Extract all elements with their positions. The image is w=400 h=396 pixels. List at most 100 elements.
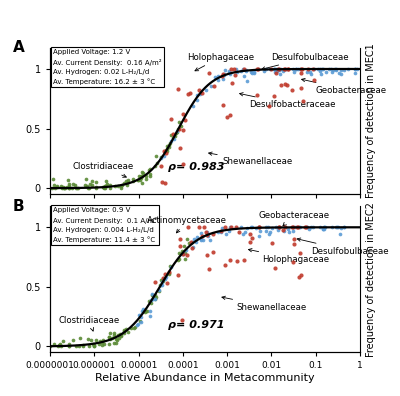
Point: [160, 278, 166, 284]
Point: [112, 183, 118, 189]
Point: [256, 224, 262, 230]
Point: [138, 173, 144, 179]
Point: [167, 140, 173, 146]
Point: [304, 69, 310, 75]
Point: [91, 342, 98, 348]
Point: [114, 332, 121, 338]
Point: [168, 131, 174, 138]
Point: [170, 135, 176, 141]
Point: [96, 341, 102, 347]
Point: [272, 66, 278, 72]
Point: [255, 233, 262, 239]
Point: [184, 91, 191, 97]
Point: [316, 68, 323, 74]
Point: [266, 66, 273, 72]
Point: [289, 87, 295, 93]
Point: [297, 66, 303, 72]
Point: [272, 69, 278, 75]
Point: [340, 67, 347, 74]
Point: [159, 279, 165, 286]
Point: [114, 337, 120, 343]
Point: [194, 97, 200, 103]
Point: [107, 335, 114, 342]
Point: [88, 337, 94, 343]
Point: [281, 227, 288, 234]
Point: [93, 184, 100, 190]
Point: [164, 148, 170, 154]
Point: [202, 87, 209, 93]
Point: [189, 245, 196, 251]
Point: [176, 119, 182, 126]
Text: Holophagaceae: Holophagaceae: [187, 53, 254, 71]
Point: [352, 70, 358, 76]
Point: [60, 184, 66, 190]
Point: [153, 153, 160, 160]
Point: [196, 87, 203, 93]
Point: [227, 224, 233, 230]
Point: [338, 67, 344, 73]
Point: [93, 179, 100, 185]
Point: [353, 66, 360, 72]
Point: [163, 147, 170, 153]
Point: [69, 185, 75, 191]
Point: [180, 251, 186, 257]
Point: [283, 66, 289, 72]
Point: [188, 239, 194, 246]
Point: [65, 177, 72, 183]
Point: [243, 67, 250, 73]
Point: [250, 70, 257, 76]
Point: [121, 327, 127, 333]
Text: Clostridiaceae: Clostridiaceae: [59, 316, 120, 331]
Point: [224, 113, 230, 120]
Point: [205, 232, 211, 239]
X-axis label: Relative Abundance in Metacommunity: Relative Abundance in Metacommunity: [95, 373, 315, 383]
Point: [93, 185, 99, 191]
Point: [102, 183, 109, 189]
Point: [334, 224, 340, 230]
Point: [276, 66, 283, 72]
Point: [66, 183, 72, 189]
Point: [135, 177, 141, 183]
Point: [249, 235, 255, 242]
Point: [89, 178, 95, 185]
Point: [146, 166, 152, 173]
Point: [241, 257, 247, 263]
Point: [104, 181, 110, 187]
Point: [278, 82, 284, 88]
Point: [180, 161, 186, 167]
Point: [163, 150, 170, 156]
Point: [113, 335, 120, 342]
Point: [180, 250, 186, 257]
Point: [184, 252, 190, 258]
Point: [177, 236, 184, 242]
Point: [198, 89, 205, 96]
Point: [290, 259, 297, 265]
Point: [176, 126, 182, 132]
Point: [160, 148, 167, 154]
Point: [152, 163, 158, 169]
Point: [139, 173, 145, 179]
Point: [290, 224, 296, 230]
Point: [298, 272, 304, 278]
Point: [50, 182, 57, 188]
Point: [116, 335, 122, 341]
Point: [274, 66, 281, 72]
Point: [70, 337, 77, 343]
Point: [62, 185, 68, 191]
Point: [295, 224, 302, 230]
Point: [73, 185, 80, 191]
Point: [89, 341, 96, 347]
Point: [295, 66, 301, 72]
Point: [180, 251, 186, 257]
Point: [134, 322, 140, 328]
Point: [311, 77, 317, 83]
Point: [121, 330, 127, 336]
Point: [47, 185, 53, 191]
Point: [57, 341, 64, 347]
Point: [219, 225, 225, 231]
Point: [220, 71, 226, 78]
Point: [173, 128, 180, 134]
Point: [147, 300, 154, 306]
Point: [106, 341, 112, 348]
Point: [198, 235, 204, 242]
